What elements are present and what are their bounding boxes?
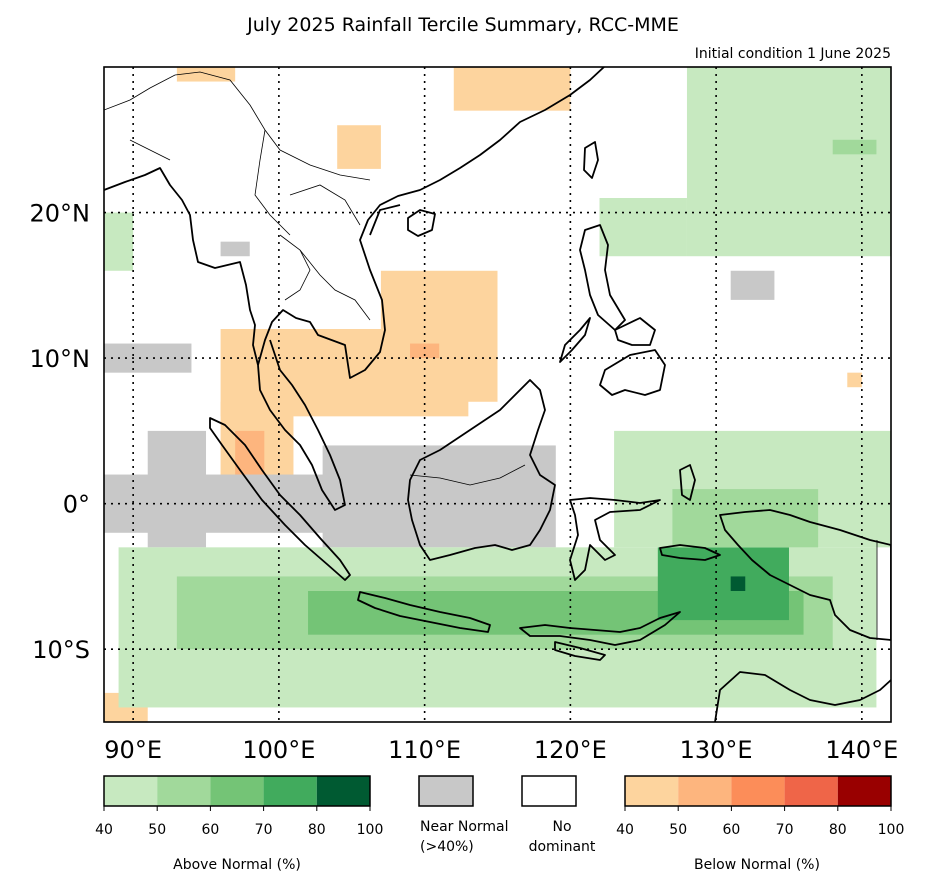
region-near-11 [147, 430, 207, 548]
region-below-9 [847, 372, 862, 388]
coastline-visayas [614, 317, 656, 346]
coastline-borneo [407, 379, 556, 561]
region-near-15 [730, 270, 775, 300]
region-near-12 [322, 445, 556, 548]
longitude-labels: 90°E 100°E 110°E 120°E 130°E 140°E [104, 736, 898, 764]
coastline-sulawesi [569, 497, 661, 581]
tercile-probability-cells [104, 67, 891, 722]
lon-tick-label: 110°E [388, 736, 461, 764]
colorbar-segment [104, 776, 158, 806]
colorbar-segment [784, 776, 838, 806]
colorbar-tick-label: 60 [722, 822, 740, 838]
region-below-7 [410, 343, 440, 359]
colorbar-segment [157, 776, 211, 806]
coastline-new-guinea [719, 509, 891, 641]
region-above-21 [730, 576, 746, 591]
below-normal-label: Below Normal (%) [694, 857, 820, 873]
region-above-24 [686, 67, 891, 257]
initial-condition-label: Initial condition 1 June 2025 [694, 46, 891, 62]
lon-tick-label: 140°E [825, 736, 898, 764]
colorbar-segment [678, 776, 732, 806]
coastline-sumatra [209, 417, 351, 581]
region-near-16 [220, 241, 250, 257]
map-title: July 2025 Rainfall Tercile Summary, RCC-… [247, 14, 679, 36]
colorbar-tick-label: 100 [878, 822, 905, 838]
colorbar-tick-label: 80 [829, 822, 847, 838]
near-normal-label-1: Near Normal [420, 819, 509, 835]
lon-tick-label: 100°E [242, 736, 315, 764]
coastline-australia [714, 671, 891, 722]
region-above-26 [104, 212, 134, 271]
lon-tick-label: 130°E [680, 736, 753, 764]
region-below-2 [337, 125, 381, 169]
coastline-bay-of-bengal [104, 167, 259, 366]
region-above-25 [599, 198, 687, 257]
coastline-taiwan [583, 141, 599, 179]
region-below-0 [176, 67, 236, 82]
lon-tick-label: 120°E [534, 736, 607, 764]
colorbar-tick-label: 60 [201, 822, 219, 838]
colorbar-tick-label: 50 [669, 822, 687, 838]
coastline-indochina [257, 67, 605, 379]
coastline-south-china [369, 204, 401, 236]
coastline-lesser-sunda [519, 611, 681, 646]
lat-tick-label: 20°N [30, 200, 91, 228]
region-above-23 [672, 489, 819, 548]
coastline-timor [554, 641, 606, 661]
colorbar-above-normal: 40 50 60 70 80 100 [95, 775, 384, 838]
region-above-27 [832, 139, 877, 155]
coastline-luzon [579, 224, 626, 331]
colorbar-tick-label: 80 [308, 822, 326, 838]
colorbar-tick-label: 40 [95, 822, 113, 838]
coastline-palawan [559, 317, 591, 363]
latitude-labels: 20°N 10°N 0° 10°S [30, 200, 91, 665]
colorbar-tick-label: 50 [148, 822, 166, 838]
region-above-20 [657, 547, 789, 621]
colorbar-below-normal: 40 50 60 70 80 100 [616, 775, 905, 838]
coastline-halmahera [679, 464, 696, 501]
above-normal-label: Above Normal (%) [173, 857, 301, 873]
colorbar-outline [624, 775, 892, 807]
region-below-4 [380, 270, 498, 402]
coastline-seram [659, 544, 721, 561]
coastline-java [357, 591, 491, 633]
lat-tick-label: 10°S [32, 636, 90, 664]
colorbar-segment [837, 776, 891, 806]
gridlines [104, 67, 891, 722]
lat-tick-label: 0° [63, 491, 90, 519]
colorbar-tick-label: 40 [616, 822, 634, 838]
no-dominant-label-2: dominant [529, 839, 596, 855]
colorbar-segment [625, 776, 679, 806]
colorbar-segment [316, 776, 370, 806]
colorbar-segment [731, 776, 785, 806]
coastline-mindanao [599, 349, 666, 396]
map-frame [103, 66, 892, 723]
near-normal-swatch [418, 775, 474, 807]
colorbar-tick-label: 100 [357, 822, 384, 838]
coastline-hainan [407, 209, 436, 237]
region-below-1 [453, 67, 571, 111]
country-borders [104, 71, 878, 640]
near-normal-label-2: (>40%) [420, 839, 474, 855]
coastline-malay-peninsula [257, 339, 346, 511]
lat-tick-label: 10°N [30, 345, 91, 373]
colorbar-segment [210, 776, 264, 806]
colorbar-segment [263, 776, 317, 806]
no-dominant-label-1: No [552, 819, 571, 835]
colorbar-tick-label: 70 [255, 822, 273, 838]
colorbar-outline [103, 775, 371, 807]
no-dominant-swatch [521, 775, 577, 807]
colorbar-tick-label: 70 [776, 822, 794, 838]
coastlines [104, 67, 891, 722]
lon-tick-label: 90°E [104, 736, 162, 764]
